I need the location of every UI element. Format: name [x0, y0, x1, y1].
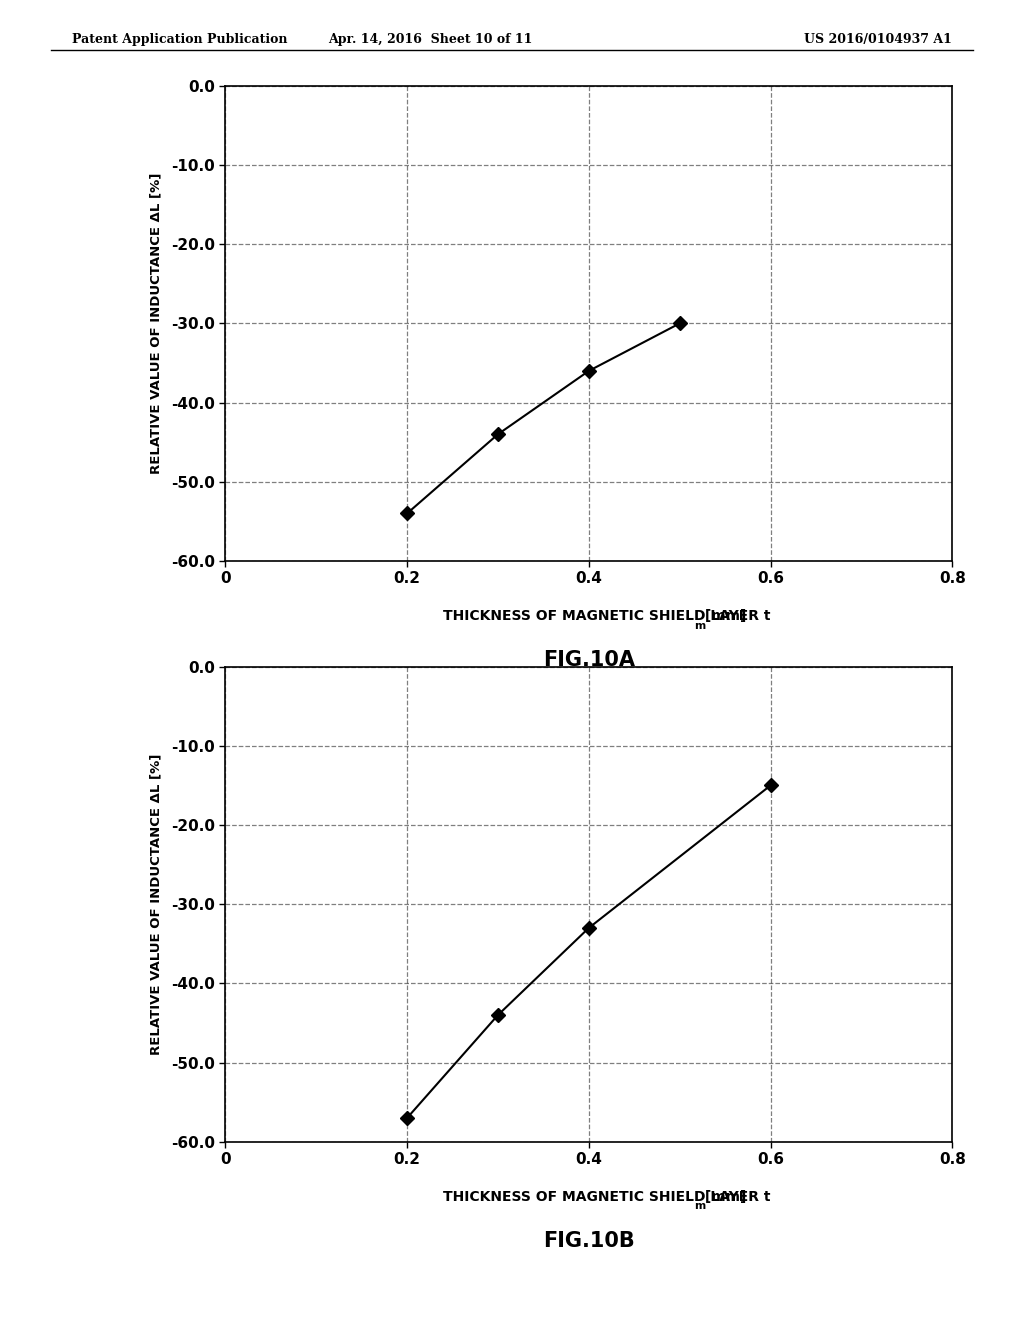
Text: m: m — [694, 1201, 705, 1212]
Text: THICKNESS OF MAGNETIC SHIELD LAYER t: THICKNESS OF MAGNETIC SHIELD LAYER t — [443, 1191, 771, 1204]
Y-axis label: RELATIVE VALUE OF INDUCTANCE ΔL [%]: RELATIVE VALUE OF INDUCTANCE ΔL [%] — [150, 173, 163, 474]
Text: Patent Application Publication: Patent Application Publication — [72, 33, 287, 46]
Text: m: m — [694, 620, 705, 631]
Text: [mm]: [mm] — [699, 610, 746, 623]
Text: FIG.10B: FIG.10B — [543, 1230, 635, 1251]
Y-axis label: RELATIVE VALUE OF INDUCTANCE ΔL [%]: RELATIVE VALUE OF INDUCTANCE ΔL [%] — [150, 754, 163, 1055]
Text: Apr. 14, 2016  Sheet 10 of 11: Apr. 14, 2016 Sheet 10 of 11 — [328, 33, 532, 46]
Text: [mm]: [mm] — [699, 1191, 746, 1204]
Text: THICKNESS OF MAGNETIC SHIELD LAYER t: THICKNESS OF MAGNETIC SHIELD LAYER t — [443, 610, 771, 623]
Text: US 2016/0104937 A1: US 2016/0104937 A1 — [805, 33, 952, 46]
Text: FIG.10A: FIG.10A — [543, 649, 635, 671]
